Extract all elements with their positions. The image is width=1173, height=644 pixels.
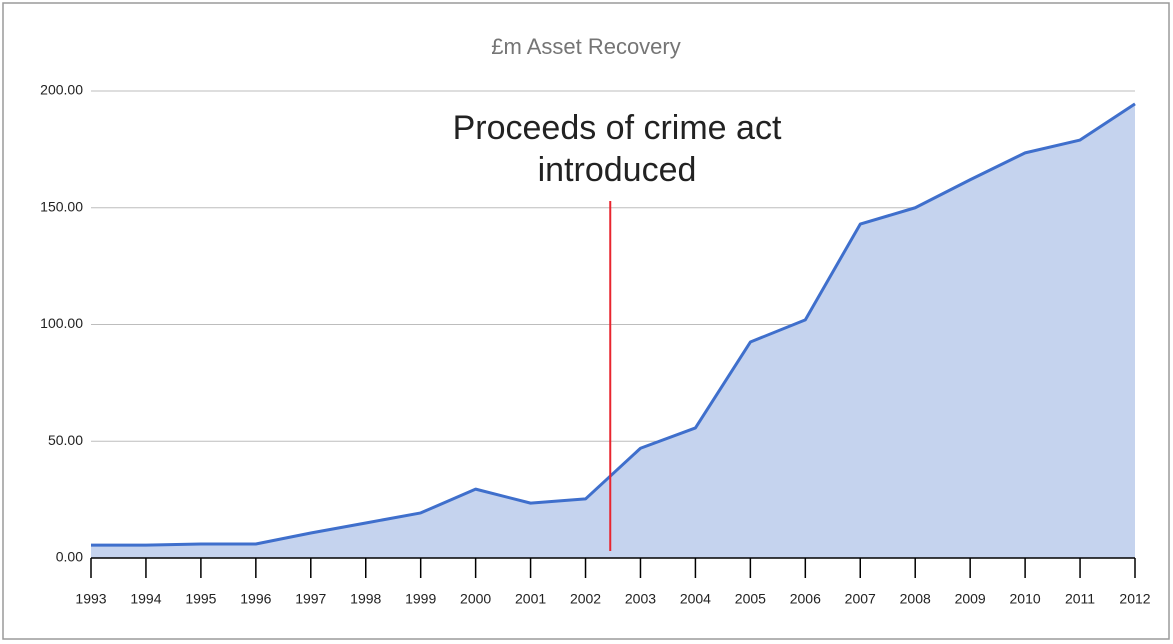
- x-tick-label: 1995: [185, 591, 216, 607]
- x-tick-label: 2003: [625, 591, 656, 607]
- y-tick-label: 0.00: [56, 549, 83, 565]
- x-tick-label: 2010: [1010, 591, 1041, 607]
- x-tick-label: 1999: [405, 591, 436, 607]
- x-tick-label: 1994: [130, 591, 161, 607]
- line: [91, 102, 1136, 547]
- y-tick-label: 50.00: [48, 432, 83, 448]
- annotation-text: Proceeds of crime act: [453, 109, 782, 147]
- y-tick-label: 150.00: [40, 198, 83, 214]
- y-tick-label: 100.00: [40, 315, 83, 331]
- annotation-text: introduced: [538, 151, 697, 189]
- x-tick-label: 2005: [735, 591, 766, 607]
- x-tick-label: 2008: [900, 591, 931, 607]
- x-tick-label: 1998: [350, 591, 381, 607]
- x-tick-label: 2000: [460, 591, 491, 607]
- x-tick-label: 2001: [515, 591, 546, 607]
- area: [91, 103, 1135, 558]
- x-tick-label: 1997: [295, 591, 326, 607]
- y-tick-label: 200.00: [40, 82, 83, 98]
- x-tick-label: 2009: [955, 591, 986, 607]
- x-tick-label: 1996: [240, 591, 271, 607]
- x-tick-label: 2006: [790, 591, 821, 607]
- x-tick-label: 2011: [1065, 591, 1095, 607]
- chart-title: £m Asset Recovery: [491, 34, 681, 59]
- x-tick-label: 2002: [570, 591, 601, 607]
- x-tick-label: 2012: [1119, 591, 1150, 607]
- x-tick-label: 2004: [680, 591, 711, 607]
- x-tick-label: 1993: [75, 591, 106, 607]
- x-tick-label: 2007: [845, 591, 876, 607]
